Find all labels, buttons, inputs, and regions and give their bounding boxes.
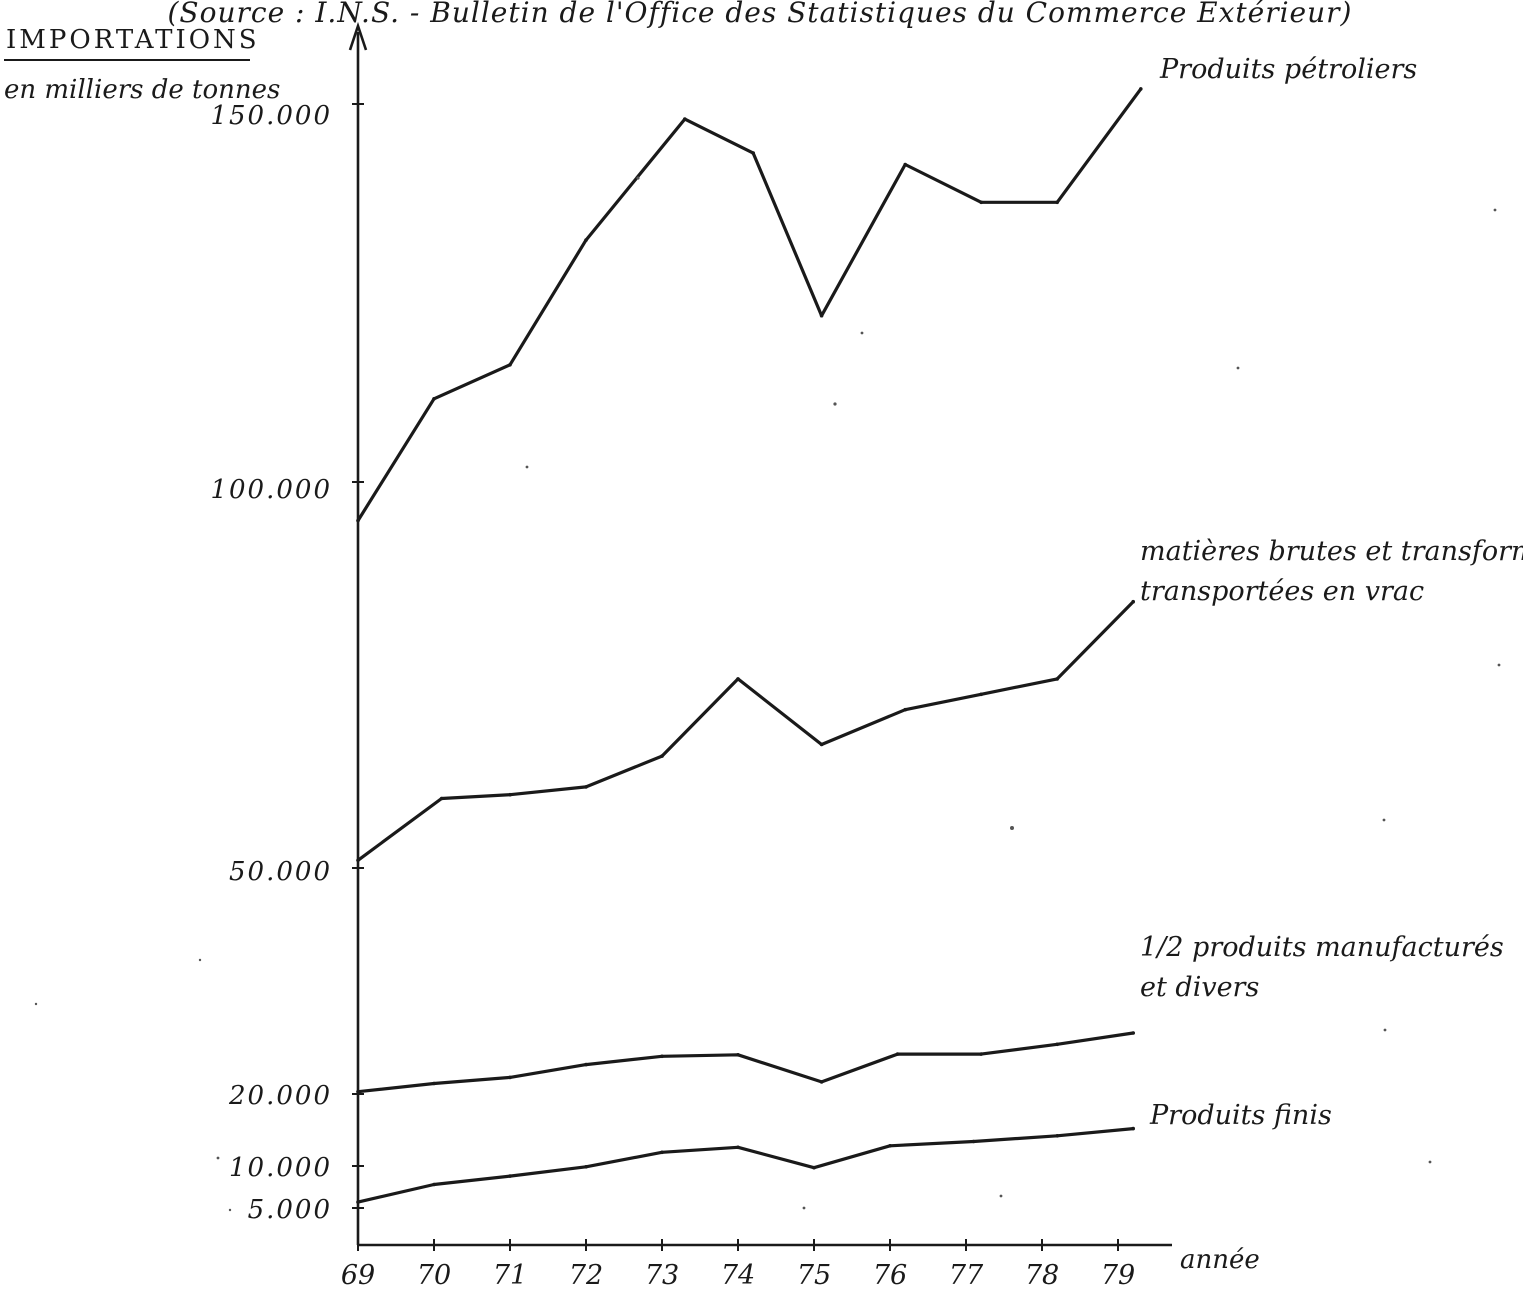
data-point: [356, 1200, 360, 1204]
series-label: matières brutes et transformées: [1140, 536, 1523, 567]
data-point: [508, 1174, 512, 1178]
x-tick-label: 76: [873, 1260, 907, 1291]
data-point: [736, 1053, 740, 1057]
series-label: Produits finis: [1149, 1100, 1332, 1131]
data-point: [439, 796, 444, 801]
series-line-2: [356, 1031, 1135, 1094]
x-tick-label: 71: [493, 1260, 527, 1291]
data-point: [356, 518, 360, 523]
data-point: [1055, 1042, 1059, 1047]
paper-specks: [34, 176, 1501, 1212]
data-point: [1055, 677, 1059, 681]
source-note: (Source : I.N.S. - Bulletin de l'Office …: [168, 0, 1353, 29]
data-point: [356, 1089, 360, 1094]
x-tick-label: 78: [1025, 1260, 1059, 1291]
data-point: [660, 754, 664, 758]
series-labels: Produits pétroliers matières brutes et tr…: [1140, 54, 1523, 1131]
x-tick-label: 77: [949, 1260, 984, 1291]
data-point: [1139, 87, 1143, 91]
data-point: [584, 785, 588, 789]
x-tick-label: 69: [341, 1260, 375, 1291]
data-point: [751, 151, 755, 155]
axes: 5.000 10.000 20.000 50.000 100.000 150.000 69 7…: [210, 21, 1172, 1291]
data-point: [1055, 1134, 1059, 1138]
chart-title: IMPORTATIONS: [6, 25, 260, 55]
data-point: [660, 1150, 664, 1155]
data-point: [584, 1165, 588, 1169]
y-tick-label: 50.000: [229, 857, 332, 887]
data-point: [819, 313, 824, 318]
y-tick-label: 10.000: [229, 1153, 332, 1183]
data-point: [584, 238, 588, 242]
data-point: [888, 1144, 892, 1148]
x-axis-label: année: [1180, 1245, 1260, 1275]
data-point: [819, 1080, 824, 1084]
x-tick-label: 74: [721, 1260, 755, 1291]
series-lines: [356, 87, 1143, 1204]
data-point: [683, 117, 687, 121]
series-label: 1/2 produits manufacturés: [1140, 932, 1504, 963]
data-point: [819, 742, 824, 747]
series-line-1: [356, 600, 1135, 862]
data-point: [432, 397, 436, 401]
data-point: [660, 1054, 664, 1059]
y-tick-label: 5.000: [248, 1195, 332, 1225]
x-tick-label: 79: [1101, 1260, 1135, 1291]
series-line-0: [356, 87, 1143, 523]
data-point: [584, 1062, 588, 1067]
x-tick-label: 73: [645, 1260, 679, 1291]
data-point: [979, 1052, 983, 1056]
series-label: et divers: [1140, 972, 1259, 1003]
y-axis-arrow-icon: [348, 21, 368, 51]
data-point: [979, 200, 983, 205]
y-tick-label: 150.000: [210, 101, 332, 131]
y-tick-label: 100.000: [210, 475, 332, 505]
series-label: transportées en vrac: [1140, 576, 1424, 607]
y-axis-label: en milliers de tonnes: [4, 75, 280, 105]
data-point: [971, 1139, 976, 1144]
data-point: [432, 1081, 436, 1086]
data-point: [508, 1075, 512, 1080]
data-point: [903, 707, 907, 712]
x-tick-label: 70: [417, 1260, 451, 1291]
data-point: [895, 1052, 900, 1056]
data-point: [903, 162, 907, 167]
x-tick-label: 72: [569, 1260, 603, 1291]
data-point: [508, 363, 512, 367]
data-point: [812, 1165, 816, 1170]
data-point: [1131, 599, 1135, 604]
series-label: Produits pétroliers: [1159, 54, 1417, 85]
series-line-3: [356, 1127, 1135, 1204]
data-point: [1131, 1031, 1135, 1035]
data-point: [736, 677, 740, 681]
y-tick-label: 20.000: [228, 1081, 332, 1111]
data-point: [1131, 1126, 1135, 1131]
data-point: [1055, 200, 1059, 205]
data-point: [979, 692, 983, 697]
data-point: [736, 1145, 740, 1150]
x-tick-label: 75: [797, 1260, 831, 1291]
data-point: [432, 1182, 436, 1187]
data-point: [508, 792, 512, 797]
data-point: [356, 858, 360, 863]
